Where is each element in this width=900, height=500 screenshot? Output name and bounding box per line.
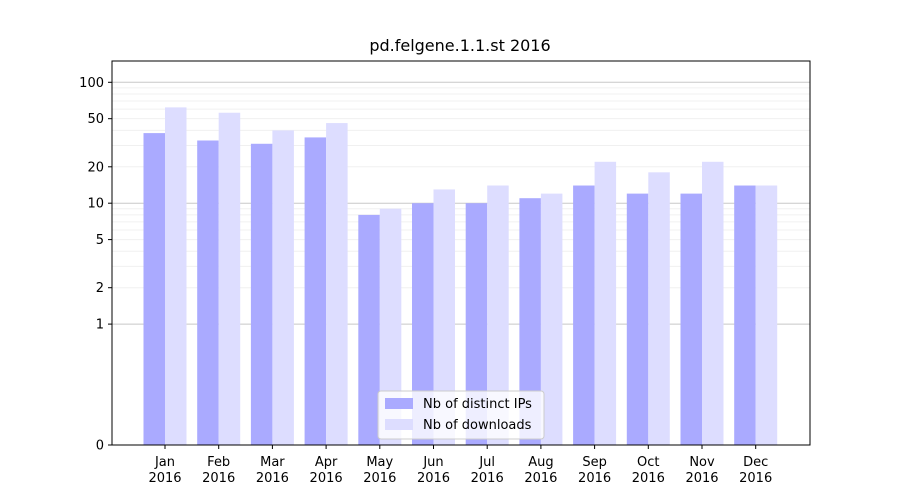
bar-ips — [143, 133, 165, 445]
x-tick-label-year: 2016 — [471, 471, 504, 486]
chart-title: pd.felgene.1.1.st 2016 — [369, 36, 550, 55]
x-tick-label-month: Apr — [315, 455, 338, 470]
bar-ips — [734, 185, 756, 445]
bar-downloads — [272, 130, 294, 445]
bar-downloads — [379, 208, 402, 445]
x-tick-label-month: May — [366, 455, 393, 470]
x-tick-label-month: Mar — [260, 455, 285, 470]
bar-ips — [680, 193, 702, 445]
x-tick-label-year: 2016 — [685, 471, 718, 486]
bar-ips — [197, 140, 219, 445]
y-tick-label: 100 — [79, 76, 104, 91]
x-tick-label-month: Oct — [637, 455, 659, 470]
x-tick-label-year: 2016 — [739, 471, 772, 486]
y-tick-label: 1 — [96, 318, 104, 333]
legend-label: Nb of distinct IPs — [423, 397, 532, 412]
x-tick-label-month: Dec — [743, 455, 768, 470]
bar-ips — [304, 137, 327, 446]
x-tick-label-month: Jul — [478, 455, 495, 470]
legend: Nb of distinct IPs Nb of downloads — [377, 390, 545, 440]
x-tick-label-year: 2016 — [148, 471, 181, 486]
y-tick-label: 5 — [96, 233, 104, 248]
x-tick-label-month: Feb — [207, 455, 230, 470]
y-tick-label: 10 — [87, 197, 104, 212]
bar-ips — [519, 198, 541, 445]
bar-downloads — [433, 189, 455, 445]
x-tick-label-year: 2016 — [578, 471, 611, 486]
y-tick-label: 2 — [96, 281, 104, 296]
legend-swatch — [385, 419, 413, 430]
y-tick-label: 0 — [96, 439, 104, 454]
bar-downloads — [165, 107, 187, 445]
bar-ips — [358, 214, 380, 445]
bar-downloads — [218, 112, 241, 445]
x-tick-label-year: 2016 — [632, 471, 665, 486]
bar-ips — [412, 203, 434, 445]
x-tick-label-year: 2016 — [310, 471, 343, 486]
bar-ips — [626, 193, 649, 445]
y-tick-label: 20 — [87, 160, 104, 175]
bar-ips — [573, 185, 595, 445]
x-tick-label-month: Jan — [154, 455, 175, 470]
x-tick-label-month: Jun — [422, 455, 443, 470]
x-tick-label-year: 2016 — [202, 471, 235, 486]
legend-label: Nb of downloads — [423, 418, 532, 433]
x-tick-label-year: 2016 — [256, 471, 289, 486]
bar-downloads — [702, 161, 724, 445]
x-tick-label-month: Sep — [582, 455, 607, 470]
x-tick-label-year: 2016 — [417, 471, 450, 486]
bar-ips — [250, 143, 273, 446]
plot-area-frame — [111, 60, 811, 446]
x-tick-label-month: Aug — [528, 455, 553, 470]
x-tick-label-year: 2016 — [363, 471, 396, 486]
y-axis: 0 1 2 5 10 20 50 100 — [79, 76, 112, 454]
bar-downloads — [648, 172, 670, 445]
bar-downloads — [594, 161, 617, 445]
x-tick-label-year: 2016 — [524, 471, 557, 486]
x-axis: Jan2016Feb2016Mar2016Apr2016May2016Jun20… — [148, 445, 772, 486]
x-tick-label-month: Nov — [689, 455, 715, 470]
legend-swatch — [385, 398, 413, 409]
bar-downloads — [326, 123, 348, 445]
bar-downloads — [540, 193, 563, 445]
bars-layer — [143, 107, 778, 446]
bar-downloads — [487, 185, 509, 445]
legend-box — [377, 390, 545, 440]
bar-ips — [465, 203, 488, 445]
y-tick-label: 50 — [87, 112, 104, 127]
bar-downloads — [755, 185, 778, 445]
